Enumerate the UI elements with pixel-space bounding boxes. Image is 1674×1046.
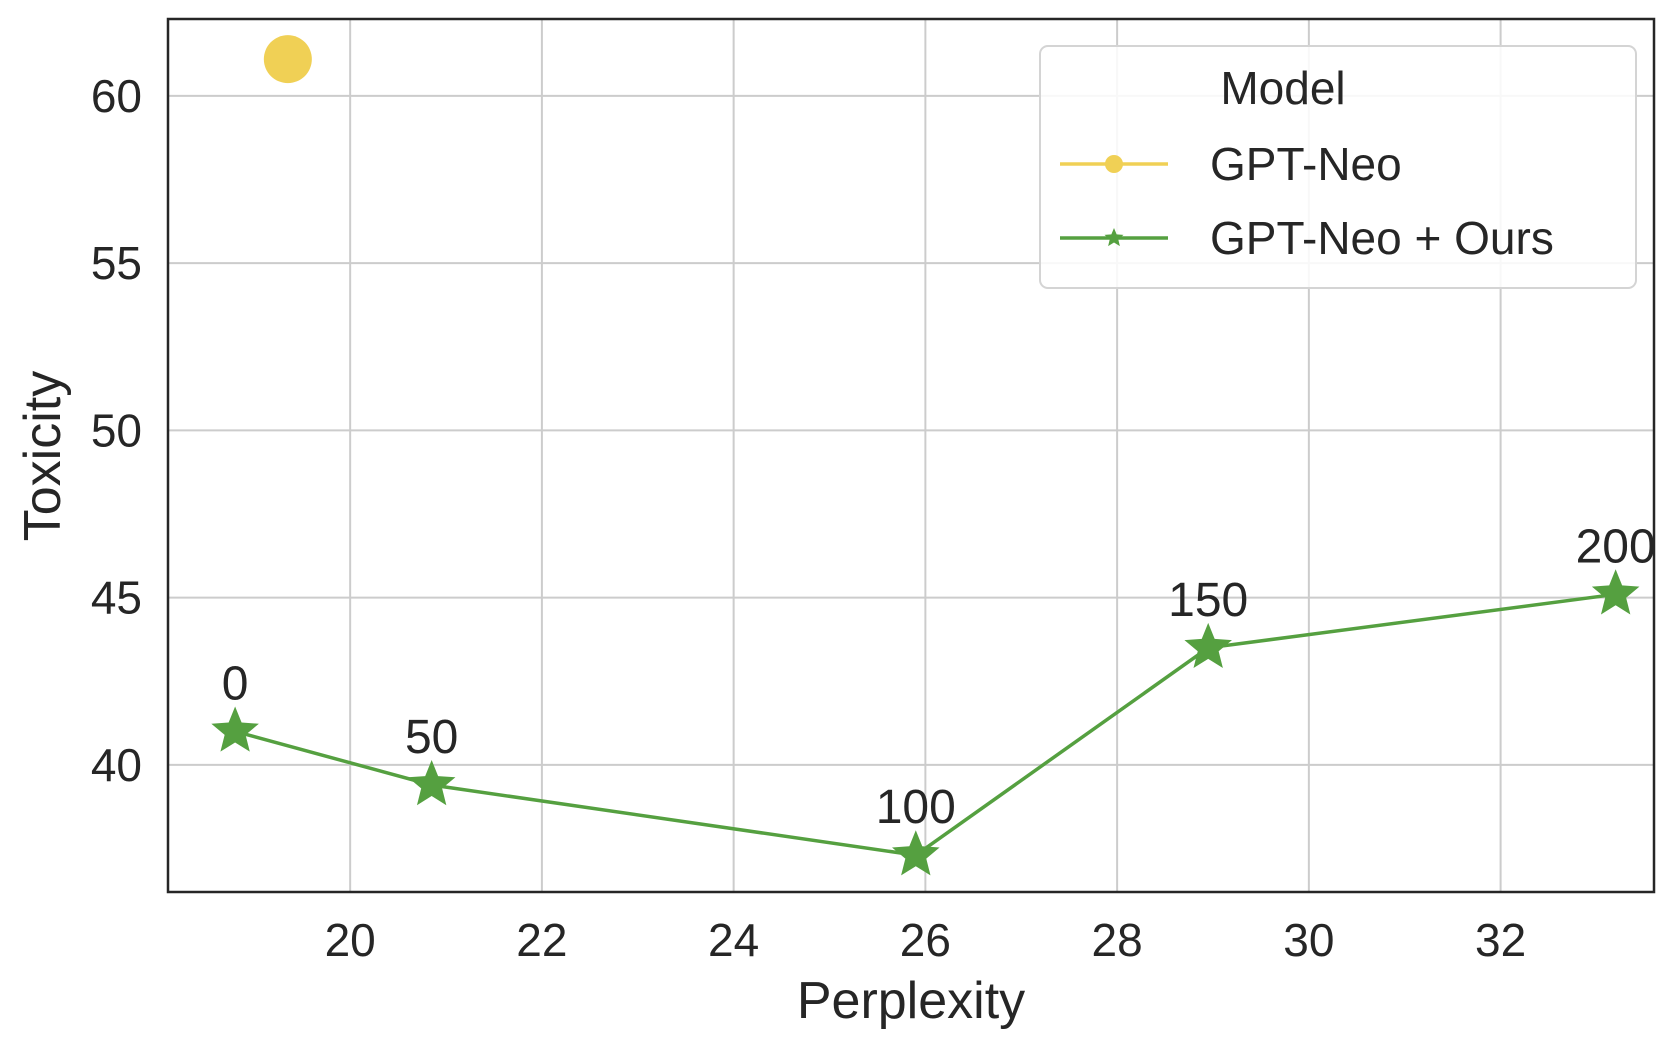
data-point bbox=[407, 759, 456, 806]
plot-frame bbox=[166, 17, 1656, 894]
legend: Model GPT-Neo GPT-Neo + Ours bbox=[1039, 45, 1637, 289]
y-tick-label: 60 bbox=[91, 70, 142, 122]
y-axis-label: Toxicity bbox=[14, 371, 72, 541]
y-tick-label: 40 bbox=[91, 739, 142, 791]
x-tick-label: 24 bbox=[708, 914, 759, 966]
legend-label: GPT-Neo bbox=[1210, 138, 1402, 190]
x-tick-label: 26 bbox=[900, 914, 951, 966]
data-label: 100 bbox=[876, 781, 956, 834]
data-point bbox=[1184, 622, 1232, 669]
series-gpt-neo-ours: 0 50 100 150 200 bbox=[211, 520, 1656, 876]
legend-label: GPT-Neo + Ours bbox=[1210, 212, 1554, 264]
tick-labels: 20 22 24 26 28 30 32 40 45 50 55 60 bbox=[91, 70, 1526, 966]
x-tick-label: 20 bbox=[325, 914, 376, 966]
series-layer: 0 50 100 150 200 bbox=[211, 35, 1656, 876]
data-point bbox=[1591, 569, 1640, 615]
data-label: 200 bbox=[1576, 520, 1656, 573]
data-label: 150 bbox=[1168, 574, 1248, 627]
data-label: 50 bbox=[405, 711, 458, 764]
x-tick-label: 28 bbox=[1092, 914, 1143, 966]
series-gpt-neo bbox=[263, 35, 312, 84]
legend-box bbox=[1039, 45, 1637, 289]
y-tick-label: 45 bbox=[91, 572, 142, 624]
data-point bbox=[211, 706, 259, 752]
legend-marker bbox=[1105, 155, 1123, 173]
legend-entries: GPT-Neo GPT-Neo + Ours bbox=[1060, 138, 1554, 264]
legend-title: Model bbox=[1220, 62, 1345, 114]
legend-entry: GPT-Neo + Ours bbox=[1060, 212, 1554, 264]
x-tick-label: 30 bbox=[1283, 914, 1334, 966]
data-point bbox=[263, 35, 312, 84]
x-tick-label: 22 bbox=[516, 914, 567, 966]
x-axis-label: Perplexity bbox=[797, 972, 1025, 1030]
x-tick-label: 32 bbox=[1475, 914, 1526, 966]
y-tick-label: 50 bbox=[91, 404, 142, 456]
y-tick-label: 55 bbox=[91, 237, 142, 289]
data-label: 0 bbox=[222, 657, 249, 710]
legend-marker bbox=[1104, 228, 1124, 247]
data-point bbox=[892, 830, 940, 876]
legend-entry: GPT-Neo bbox=[1060, 138, 1402, 190]
